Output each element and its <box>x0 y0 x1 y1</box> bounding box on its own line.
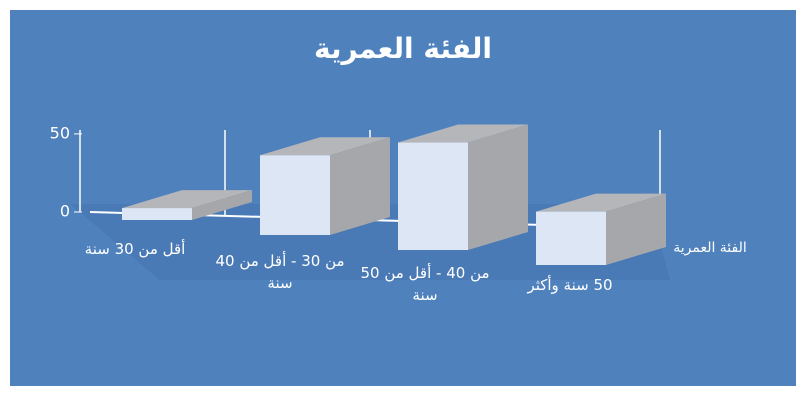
x-tick-label: 50 سنة وأكثر <box>527 276 613 294</box>
bar-side <box>192 190 252 220</box>
bar-side <box>468 124 528 250</box>
bar-top <box>398 124 528 143</box>
bar-front <box>398 142 468 250</box>
legend-label: الفئة العمرية <box>673 240 747 256</box>
y-tick-label: 50 <box>50 123 70 142</box>
bar-front <box>536 211 606 265</box>
bar-top <box>122 190 252 209</box>
x-tick-label: من 40 - أقل من 50 سنة <box>360 264 490 304</box>
bar <box>122 190 252 220</box>
x-tick-label-box: 50 سنة وأكثر <box>527 276 613 294</box>
x-tick-label-box: من 40 - أقل من 50 سنة <box>360 264 490 304</box>
bar-side <box>330 137 390 235</box>
x-tick-label: من 30 - أقل من 40 سنة <box>215 252 345 292</box>
bar-front <box>260 155 330 235</box>
bar <box>536 193 666 265</box>
y-tick-label: 0 <box>60 202 70 221</box>
bar <box>398 124 528 250</box>
chart-title: الفئة العمرية <box>314 32 492 65</box>
bar-front <box>122 208 192 220</box>
x-tick-label-box: من 30 - أقل من 40 سنة <box>215 252 345 292</box>
bar-top <box>260 137 390 156</box>
x-tick-label-box: أقل من 30 سنة <box>84 240 186 258</box>
bar <box>260 137 390 235</box>
bar-top <box>536 193 666 212</box>
bar-side <box>606 193 666 265</box>
x-tick-label: أقل من 30 سنة <box>84 240 186 258</box>
